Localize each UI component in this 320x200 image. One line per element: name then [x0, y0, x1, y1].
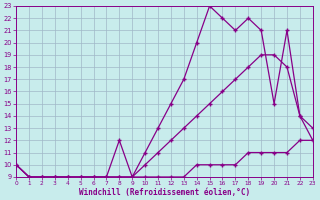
X-axis label: Windchill (Refroidissement éolien,°C): Windchill (Refroidissement éolien,°C)	[79, 188, 250, 197]
